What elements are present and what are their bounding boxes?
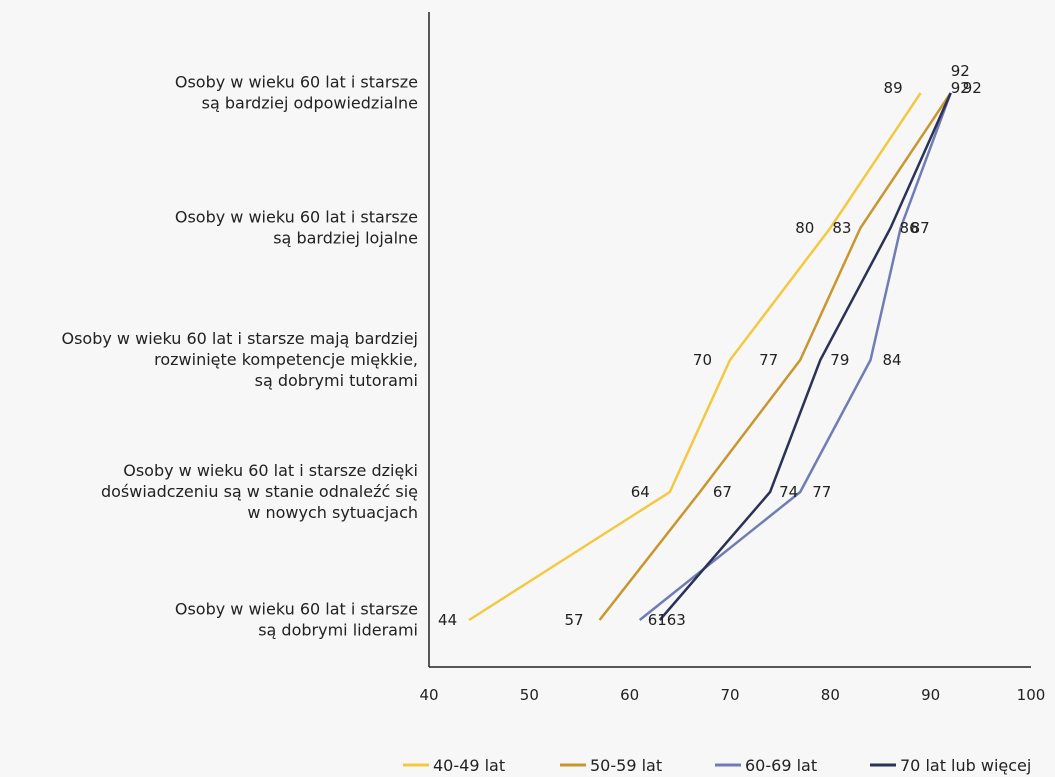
category-label-line: są dobrymi liderami xyxy=(258,621,418,640)
legend-label: 40-49 lat xyxy=(433,756,505,775)
legend-item: 40-49 lat xyxy=(403,756,505,775)
x-tick-labels: 40 50 60 70 80 90 100 xyxy=(419,686,1045,704)
category-label-line: Osoby w wieku 60 lat i starsze mają bard… xyxy=(62,329,419,348)
legend: 40-49 lat 50-59 lat 60-69 lat 70 lat lub wi… xyxy=(403,756,1031,775)
x-tick-label: 70 xyxy=(720,686,739,704)
category-labels: Osoby w wieku 60 lat i starsze są bardzie… xyxy=(62,73,419,640)
legend-label: 70 lat lub więcej xyxy=(900,756,1031,775)
data-label: 77 xyxy=(759,351,778,369)
category-label: Osoby w wieku 60 lat i starsze mają bard… xyxy=(62,329,419,390)
data-label: 84 xyxy=(882,351,901,369)
data-label: 86 xyxy=(900,219,919,237)
series-line xyxy=(638,92,952,621)
x-tick-label: 50 xyxy=(520,686,539,704)
x-tick-label: 90 xyxy=(921,686,940,704)
data-label: 89 xyxy=(884,79,903,97)
category-label-line: rozwinięte kompetencje miękkie, xyxy=(154,350,418,369)
category-label-line: są dobrymi tutorami xyxy=(255,371,418,390)
data-label: 87 xyxy=(911,219,930,237)
data-label: 63 xyxy=(667,611,686,629)
x-tick-label: 100 xyxy=(1017,686,1046,704)
series-line xyxy=(468,92,922,622)
legend-label: 50-59 lat xyxy=(590,756,662,775)
category-label: Osoby w wieku 60 lat i starsze dzięki doś… xyxy=(101,461,418,522)
data-label: 67 xyxy=(713,483,732,501)
category-label-line: Osoby w wieku 60 lat i starsze xyxy=(175,73,418,92)
category-label-line: są bardziej lojalne xyxy=(273,229,418,248)
category-label-line: są bardziej odpowiedzialne xyxy=(202,94,418,113)
data-label: 74 xyxy=(779,483,798,501)
series-line xyxy=(658,92,952,621)
category-label-line: doświadczeniu są w stanie odnaleźć się xyxy=(101,482,418,501)
legend-label: 60-69 lat xyxy=(745,756,817,775)
data-label: 92 xyxy=(951,62,970,80)
legend-item: 70 lat lub więcej xyxy=(870,756,1031,775)
x-tick-label: 40 xyxy=(419,686,438,704)
category-label: Osoby w wieku 60 lat i starsze są bardzie… xyxy=(175,73,418,113)
legend-item: 50-59 lat xyxy=(560,756,662,775)
data-label: 79 xyxy=(830,351,849,369)
series-line xyxy=(598,92,952,621)
data-label: 44 xyxy=(438,611,457,629)
data-label: 92 xyxy=(951,79,970,97)
category-label-line: Osoby w wieku 60 lat i starsze xyxy=(175,600,418,619)
category-label-line: Osoby w wieku 60 lat i starsze dzięki xyxy=(123,461,418,480)
x-tick-label: 80 xyxy=(821,686,840,704)
category-label: Osoby w wieku 60 lat i starsze są dobrymi… xyxy=(175,600,418,640)
data-label: 92 xyxy=(963,79,982,97)
category-label-line: Osoby w wieku 60 lat i starsze xyxy=(175,208,418,227)
data-label: 57 xyxy=(564,611,583,629)
axes xyxy=(428,12,1031,668)
x-tick-label: 60 xyxy=(620,686,639,704)
data-labels: 89 80 70 64 44 92 83 77 67 57 92 87 84 77 61 92 86 79 74 63 xyxy=(438,62,982,629)
data-label: 83 xyxy=(832,219,851,237)
data-label: 61 xyxy=(648,611,667,629)
category-label: Osoby w wieku 60 lat i starsze są bardzie… xyxy=(175,208,418,248)
data-label: 77 xyxy=(812,483,831,501)
data-label: 70 xyxy=(693,351,712,369)
series-lines xyxy=(468,92,952,622)
category-label-line: w nowych sytuacjach xyxy=(247,503,418,522)
data-label: 80 xyxy=(795,219,814,237)
legend-item: 60-69 lat xyxy=(715,756,817,775)
data-label: 64 xyxy=(631,483,650,501)
